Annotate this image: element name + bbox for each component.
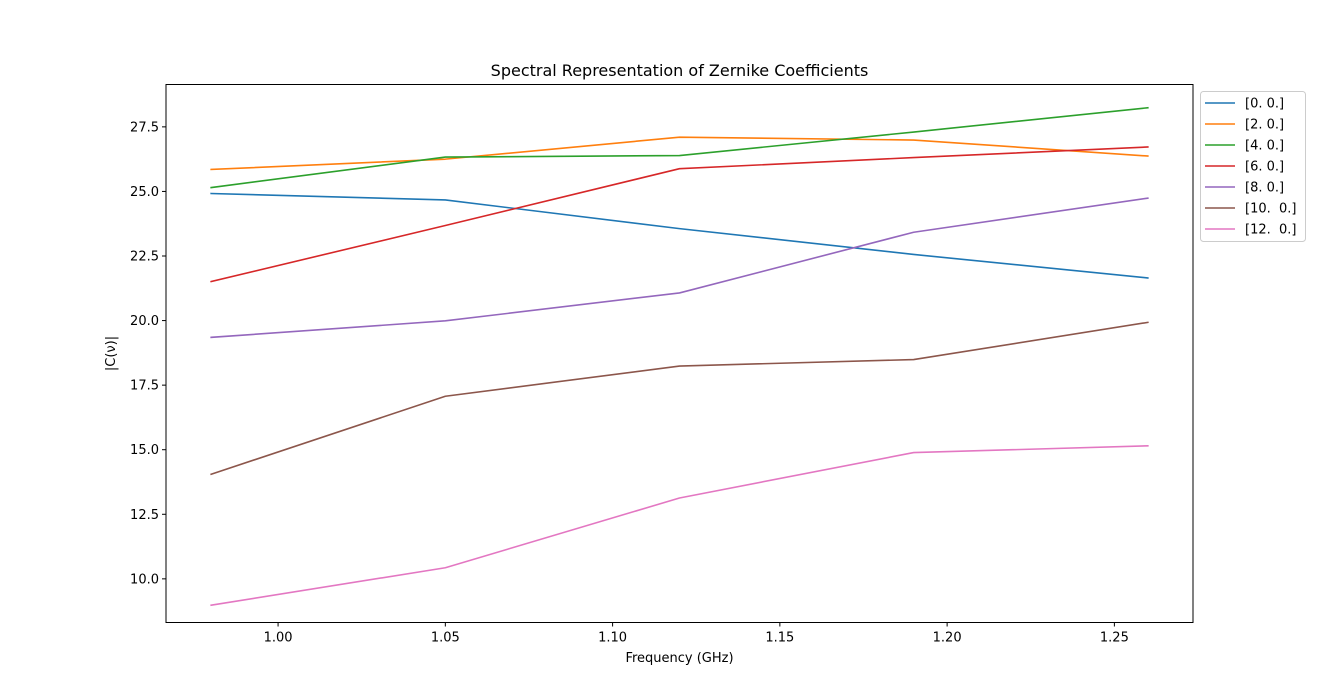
- legend-label-2: [4. 0.]: [1245, 139, 1284, 154]
- series-line-5: [210, 321, 1149, 476]
- series-line-3: [210, 146, 1149, 283]
- legend-label-5: [10. 0.]: [1245, 202, 1297, 217]
- series-line-2: [210, 106, 1149, 189]
- x-tick-label: 1.20: [933, 631, 962, 646]
- legend: [0. 0.] [2. 0.] [4. 0.] [6. 0.] [8. 0.] [10. …: [1200, 91, 1306, 242]
- y-tick-label: 20.0: [130, 314, 159, 329]
- y-tick-label: 22.5: [130, 249, 159, 264]
- y-tick-label: 12.5: [130, 508, 159, 523]
- legend-label-4: [8. 0.]: [1245, 181, 1284, 196]
- y-axis-label: |C(ν)|: [104, 336, 119, 371]
- x-tick-label: 1.15: [765, 631, 794, 646]
- x-tick-label: 1.25: [1100, 631, 1129, 646]
- x-axis: 1.00 1.05 1.10 1.15 1.20 1.25: [264, 622, 1129, 646]
- y-tick-label: 17.5: [130, 379, 159, 394]
- series-line-4: [210, 197, 1149, 339]
- y-axis: 10.0 12.5 15.0 17.5 20.0 22.5 25.0 27.5: [130, 120, 166, 587]
- legend-label-3: [6. 0.]: [1245, 160, 1284, 175]
- series-line-0: [210, 192, 1149, 279]
- y-tick-label: 25.0: [130, 185, 159, 200]
- y-tick-label: 27.5: [130, 120, 159, 135]
- legend-label-1: [2. 0.]: [1245, 118, 1284, 133]
- x-tick-label: 1.00: [264, 631, 293, 646]
- series-line-6: [210, 445, 1149, 607]
- y-tick-label: 15.0: [130, 443, 159, 458]
- chart-title: Spectral Representation of Zernike Coeff…: [491, 61, 869, 80]
- legend-label-6: [12. 0.]: [1245, 223, 1297, 238]
- plot-frame: [165, 84, 1194, 623]
- legend-box: [1200, 91, 1306, 242]
- plot-lines: [210, 106, 1149, 607]
- y-tick-label: 10.0: [130, 572, 159, 587]
- legend-label-0: [0. 0.]: [1245, 97, 1284, 112]
- series-line-1: [210, 136, 1149, 171]
- x-axis-label: Frequency (GHz): [625, 651, 733, 666]
- x-tick-label: 1.05: [431, 631, 460, 646]
- x-tick-label: 1.10: [598, 631, 627, 646]
